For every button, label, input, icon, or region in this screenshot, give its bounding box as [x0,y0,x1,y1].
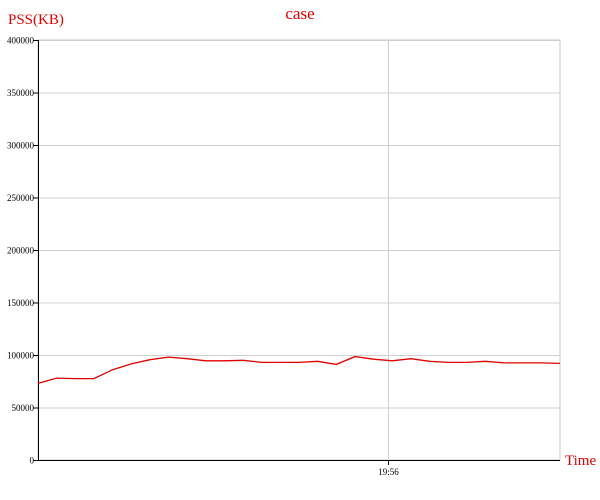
chart-title: case [285,4,315,23]
y-axis-label: PSS(KB) [8,12,64,28]
series-line-pss [37,355,561,385]
y-tick-label: 400000 [7,36,35,46]
y-tick-label: 300000 [7,141,35,151]
y-tick-label: 250000 [7,193,35,203]
x-tick-label: 19:56 [378,467,399,477]
y-tick-label: 100000 [7,351,35,361]
y-tick-label: 150000 [7,298,35,308]
x-axis-label: Time [565,453,597,469]
y-tick-label: 200000 [7,246,35,256]
y-tick-label: 50000 [12,403,35,413]
y-tick-label: 350000 [7,88,35,98]
y-tick-label: 0 [30,456,35,466]
